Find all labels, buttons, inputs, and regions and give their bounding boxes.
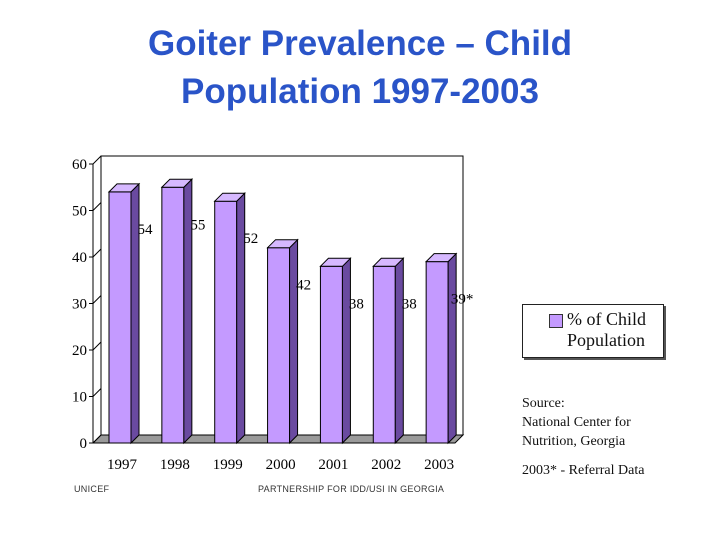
bar-front (108, 191, 132, 444)
footer-partnership: PARTNERSHIP FOR IDD/USI IN GEORGIA (258, 484, 445, 494)
bar-front (372, 265, 396, 444)
bar (266, 238, 299, 445)
bar-data-label: 55 (190, 217, 205, 233)
bar-top (424, 253, 458, 263)
bar-front (425, 261, 449, 444)
bar-top (213, 192, 246, 202)
bar-data-label: 54 (138, 222, 154, 238)
y-tick-depth (92, 155, 102, 165)
bar-data-label: 42 (296, 278, 311, 294)
source-line-2: National Center for (522, 415, 631, 430)
y-tick-depth (92, 202, 102, 211)
y-tick-depth (92, 434, 102, 444)
bar-side (447, 252, 457, 445)
bar-data-label: 38 (402, 296, 417, 312)
bar-top (372, 257, 405, 267)
slide-title: Goiter Prevalence – Child Population 199… (60, 20, 660, 116)
x-axis: 1997 1998 1999 2000 2001 2002 2003 (107, 457, 454, 473)
bar-side (394, 257, 404, 445)
bar-data-label: 52 (243, 231, 258, 247)
x-tick-label: 2000 (266, 457, 296, 473)
x-tick-label: 1998 (160, 457, 190, 473)
bar (107, 182, 141, 445)
y-tick-label: 10 (72, 390, 87, 406)
bar (424, 252, 458, 445)
y-tick-depth (92, 295, 102, 304)
source-line-3: Nutrition, Georgia (522, 434, 626, 449)
x-tick-label: 1999 (213, 457, 243, 473)
y-axis: 0 10 20 30 40 50 60 (72, 155, 102, 452)
bar-front (214, 200, 238, 444)
bar (372, 257, 405, 445)
x-tick-label: 2001 (318, 457, 348, 473)
bar-data-label: 38 (349, 296, 364, 312)
bar-front (319, 265, 343, 444)
bar-side (289, 238, 299, 445)
y-tick-label: 50 (72, 204, 87, 220)
legend-label: % of Child Population (567, 309, 646, 350)
y-tick-label: 30 (72, 297, 87, 313)
title-line-1: Goiter Prevalence – Child (147, 24, 573, 63)
bar-series: 54 55 52 42 38 38 39* (107, 178, 474, 445)
bar-top (160, 178, 194, 188)
bar-top (319, 257, 352, 267)
y-tick-depth (92, 248, 102, 258)
footer-unicef: UNICEF (74, 484, 110, 494)
bar (319, 257, 352, 445)
bar-side (341, 257, 351, 445)
x-tick-label: 2002 (371, 457, 401, 473)
y-tick-depth (92, 388, 102, 397)
y-tick-label: 0 (80, 436, 88, 452)
bar (160, 178, 194, 445)
y-tick-label: 60 (72, 157, 87, 173)
y-tick-label: 20 (72, 343, 87, 359)
legend-swatch (549, 314, 563, 328)
bar-front (161, 186, 185, 444)
x-tick-label: 2003 (424, 457, 454, 473)
bar-top (107, 183, 141, 193)
title-line-2: Population 1997-2003 (181, 72, 539, 111)
referral-note: 2003* - Referral Data (522, 463, 645, 478)
bar-front (267, 247, 291, 444)
bar-data-label: 39* (451, 292, 474, 308)
source-note: Source: National Center for Nutrition, G… (522, 394, 712, 451)
bar-top (266, 239, 299, 249)
y-tick-depth (92, 341, 102, 351)
source-line-1: Source: (522, 396, 565, 411)
y-tick-label: 40 (72, 250, 87, 266)
x-tick-label: 1997 (107, 457, 138, 473)
chart-legend: % of Child Population (522, 304, 664, 358)
bar (213, 191, 246, 445)
